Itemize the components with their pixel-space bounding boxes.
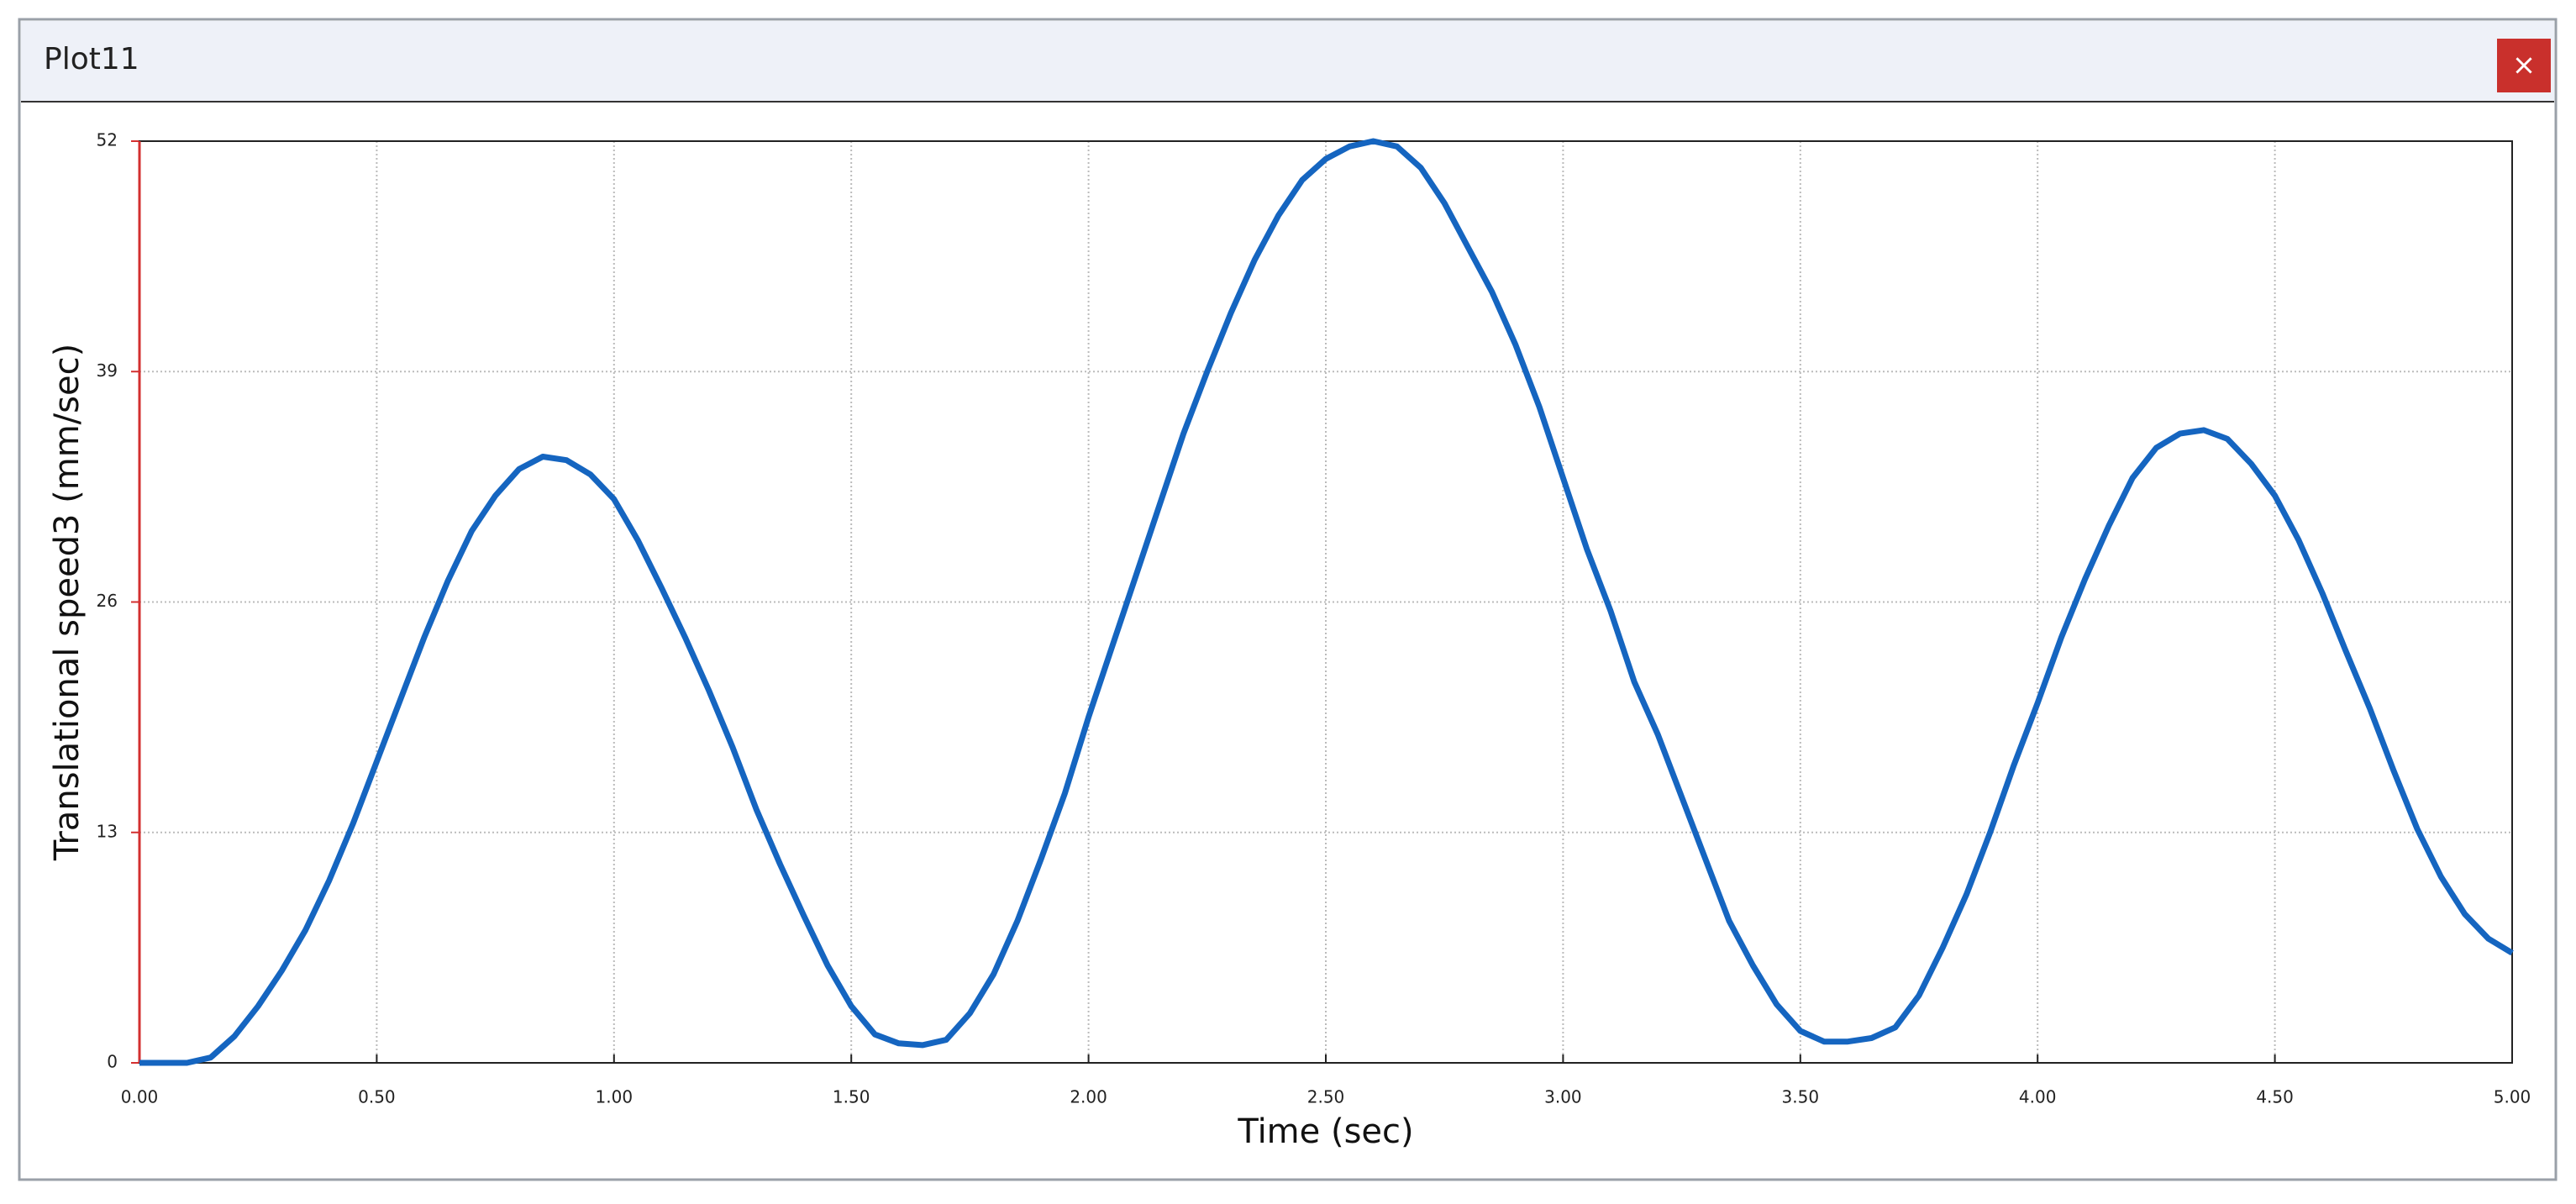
y-tick-label: 39 xyxy=(97,360,118,381)
plot: 0 13 26 39 52 0.00 0.50 1.00 1.50 2.00 2.50 3.00 3.5… xyxy=(48,130,2531,1152)
title-bar xyxy=(21,21,2554,102)
window-frame xyxy=(18,18,2558,1181)
x-tick-label: 3.50 xyxy=(1782,1087,1820,1107)
x-tick-label: 2.50 xyxy=(1307,1087,1345,1107)
y-tick-label: 0 xyxy=(107,1052,118,1072)
y-axis-label: Translational speed3 (mm/sec) xyxy=(48,344,87,861)
close-button[interactable] xyxy=(2497,39,2551,92)
x-tick-label: 1.00 xyxy=(596,1087,633,1107)
window-title: Plot11 xyxy=(44,42,139,76)
y-tick-label: 13 xyxy=(97,821,118,841)
x-tick-label: 1.50 xyxy=(833,1087,870,1107)
x-tick-label: 2.00 xyxy=(1070,1087,1107,1107)
y-tick-label: 52 xyxy=(97,130,118,150)
x-tick-label: 3.00 xyxy=(1544,1087,1582,1107)
x-tick-label: 4.50 xyxy=(2256,1087,2294,1107)
y-tick-label: 26 xyxy=(97,591,118,611)
x-axis-label: Time (sec) xyxy=(1237,1112,1413,1151)
x-tick-label: 0.50 xyxy=(358,1087,396,1107)
x-tick-label: 4.00 xyxy=(2019,1087,2057,1107)
x-tick-label: 0.00 xyxy=(121,1087,159,1107)
x-tick-label: 5.00 xyxy=(2494,1087,2531,1107)
close-label[interactable]: × xyxy=(2512,49,2537,82)
data-line xyxy=(139,138,2514,1066)
